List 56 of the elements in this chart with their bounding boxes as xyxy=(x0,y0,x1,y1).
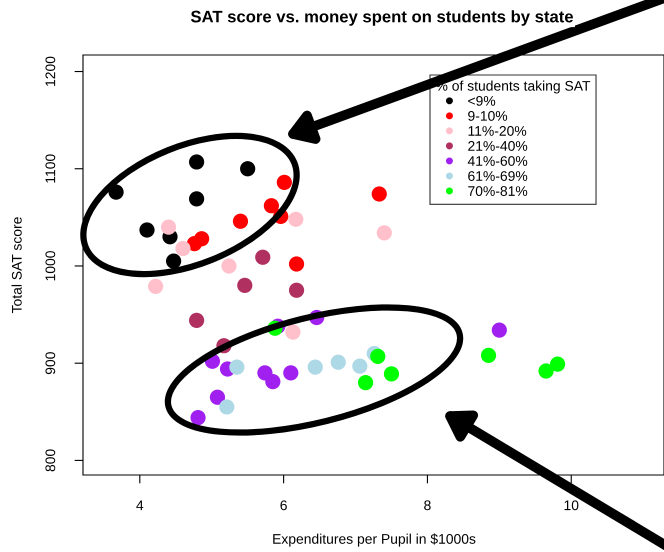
x-tick-label: 6 xyxy=(280,500,287,510)
x-tick-label: 4 xyxy=(136,500,144,510)
point xyxy=(538,363,554,379)
point xyxy=(240,161,256,176)
point xyxy=(229,359,244,375)
legend-label: 61%-69% xyxy=(468,171,528,181)
legend-label: 21%-40% xyxy=(468,141,528,151)
point xyxy=(160,219,176,235)
point xyxy=(189,191,204,206)
legend-label: 41%-60% xyxy=(468,156,528,166)
legend-label: 70%-81% xyxy=(468,186,528,196)
legend-label: <9% xyxy=(468,96,496,106)
point xyxy=(190,410,206,426)
point xyxy=(232,214,248,229)
point xyxy=(370,348,386,364)
x-tick-label: 10 xyxy=(564,500,578,510)
point xyxy=(264,198,279,214)
point xyxy=(376,225,392,241)
point xyxy=(219,399,234,415)
point xyxy=(139,222,155,238)
point xyxy=(276,174,292,190)
point xyxy=(166,254,182,269)
point xyxy=(358,375,374,390)
point xyxy=(237,278,252,294)
point xyxy=(330,354,346,370)
y-tick-label: 1200 xyxy=(45,56,56,86)
point xyxy=(352,358,368,374)
x-axis-title: Expenditures per Pupil in $1000s xyxy=(273,533,476,547)
x-tick-label: 8 xyxy=(424,500,431,510)
point xyxy=(189,154,204,170)
point xyxy=(265,374,280,390)
legend-label: 11%-20% xyxy=(468,126,526,136)
point xyxy=(210,390,226,405)
point xyxy=(372,186,387,202)
point xyxy=(283,365,298,381)
y-tick-label: 900 xyxy=(45,352,56,374)
point xyxy=(550,356,566,372)
y-tick-label: 800 xyxy=(45,449,56,472)
legend-label: 9-10% xyxy=(468,110,508,121)
y-tick-label: 1000 xyxy=(45,251,56,280)
point xyxy=(221,258,237,274)
point xyxy=(285,324,301,340)
point xyxy=(255,250,270,265)
point xyxy=(492,322,507,338)
chart-title: SAT score vs. money spent on students by state xyxy=(190,10,574,26)
point xyxy=(148,278,164,294)
point xyxy=(308,359,323,375)
point xyxy=(175,240,191,256)
y-axis-title: Total SAT score xyxy=(12,217,22,314)
y-tick-label: 1100 xyxy=(45,154,56,183)
point xyxy=(189,312,204,328)
point xyxy=(480,348,496,364)
point xyxy=(288,282,304,298)
point xyxy=(288,256,304,272)
point xyxy=(288,212,304,227)
point xyxy=(384,366,400,382)
